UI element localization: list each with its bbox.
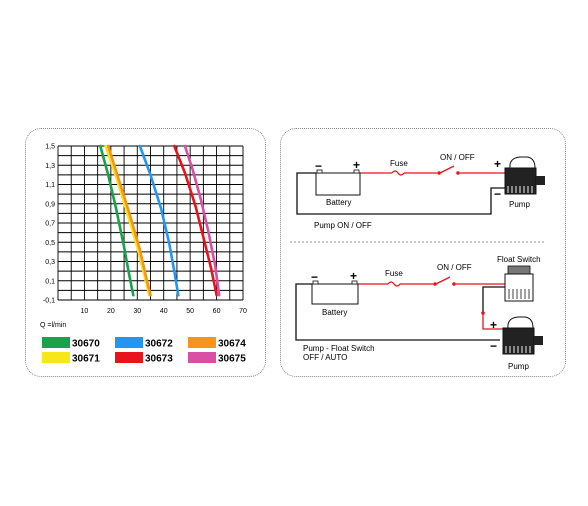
switch-label: ON / OFF <box>440 153 475 162</box>
chart-panel <box>25 128 266 377</box>
battery-plus: + <box>350 269 357 283</box>
diagram-caption: Pump ON / OFF <box>314 221 372 230</box>
battery-box <box>315 172 361 196</box>
pump-plus: + <box>490 318 497 332</box>
y-tick-label: 0,9 <box>45 201 55 208</box>
switch-contact-right <box>456 171 460 175</box>
pump-label: Pump <box>509 200 530 209</box>
battery-box <box>311 283 359 305</box>
legend-swatch-30670 <box>42 337 70 348</box>
y-tick-label: 0,7 <box>45 221 55 228</box>
pump-icon <box>502 316 543 355</box>
switch-lever <box>439 165 455 174</box>
chart-grid <box>57 145 244 301</box>
legend-swatch-30673 <box>115 352 143 363</box>
x-tick-label: 10 <box>81 308 89 315</box>
y-tick-label: 0,3 <box>45 259 55 266</box>
y-tick-label: 1,3 <box>45 163 55 170</box>
diagram-pump-float-switch: − + Battery Fuse ON / OFF Float Switch +… <box>295 255 543 371</box>
pump-minus: − <box>494 187 501 201</box>
legend-swatch-30675 <box>188 352 216 363</box>
battery-minus: − <box>315 159 322 173</box>
y-tick-label: 0,1 <box>45 278 55 285</box>
switch-contact-left <box>433 282 437 286</box>
pump-icon <box>504 156 545 195</box>
legend-label-30673: 30673 <box>145 354 173 365</box>
switch-lever <box>435 276 451 285</box>
switch-label: ON / OFF <box>437 263 472 272</box>
float-switch-icon <box>504 265 534 302</box>
battery-minus: − <box>311 270 318 284</box>
fuse-label: Fuse <box>390 159 408 168</box>
pump-label: Pump <box>508 362 529 371</box>
y-tick-label: -0,1 <box>43 298 55 305</box>
legend-swatch-30671 <box>42 352 70 363</box>
y-tick-label: 0,5 <box>45 240 55 247</box>
series-line-30672 <box>138 144 180 297</box>
chart-series <box>99 144 221 297</box>
x-tick-label: 50 <box>186 308 194 315</box>
switch-contact-left <box>437 171 441 175</box>
diagram-pump-on-off: − + Battery Fuse ON / OFF + − Pump Pump … <box>296 153 545 230</box>
pump-minus: − <box>490 339 497 353</box>
legend-label-30672: 30672 <box>145 339 173 350</box>
y-tick-label: 1,5 <box>45 144 55 151</box>
fuse-label: Fuse <box>385 269 403 278</box>
legend-label-30675: 30675 <box>218 354 246 365</box>
wire-float-negative <box>482 286 505 313</box>
wire-float-positive <box>482 313 503 330</box>
fuse-symbol <box>387 281 401 287</box>
series-line-30670 <box>99 144 135 297</box>
legend-label-30674: 30674 <box>218 339 246 350</box>
series-line-30674 <box>106 144 152 297</box>
diagram-caption-line1: Pump - Float Switch <box>303 344 375 353</box>
y-tick-label: 1,1 <box>45 182 55 189</box>
diagram-caption-line2: OFF / AUTO <box>303 353 347 362</box>
chart-ticks: 1,5 1,3 1,1 0,9 0,7 0,5 0,3 0,1 -0,1 10 20 30 40 50 60… <box>43 144 247 316</box>
battery-label: Battery <box>326 198 351 207</box>
pump-plus: + <box>494 157 501 171</box>
x-axis-label: Q =l/min <box>40 322 66 329</box>
legend-swatch-30672 <box>115 337 143 348</box>
legend-swatch-30674 <box>188 337 216 348</box>
x-tick-label: 70 <box>239 308 247 315</box>
series-line-30673 <box>173 144 218 297</box>
x-tick-label: 60 <box>213 308 221 315</box>
fuse-symbol <box>391 170 405 176</box>
float-switch-label: Float Switch <box>497 255 541 264</box>
legend-label-30671: 30671 <box>72 354 100 365</box>
switch-contact-right <box>452 282 456 286</box>
chart-legend: 30670 30672 30674 30671 30673 30675 <box>42 337 246 365</box>
wire-negative <box>295 283 500 341</box>
x-tick-label: 40 <box>160 308 168 315</box>
x-tick-label: 20 <box>107 308 115 315</box>
battery-plus: + <box>353 158 360 172</box>
wire-negative <box>296 172 505 215</box>
x-tick-label: 30 <box>133 308 141 315</box>
legend-label-30670: 30670 <box>72 339 100 350</box>
battery-label: Battery <box>322 308 347 317</box>
series-line-30675 <box>183 144 221 297</box>
